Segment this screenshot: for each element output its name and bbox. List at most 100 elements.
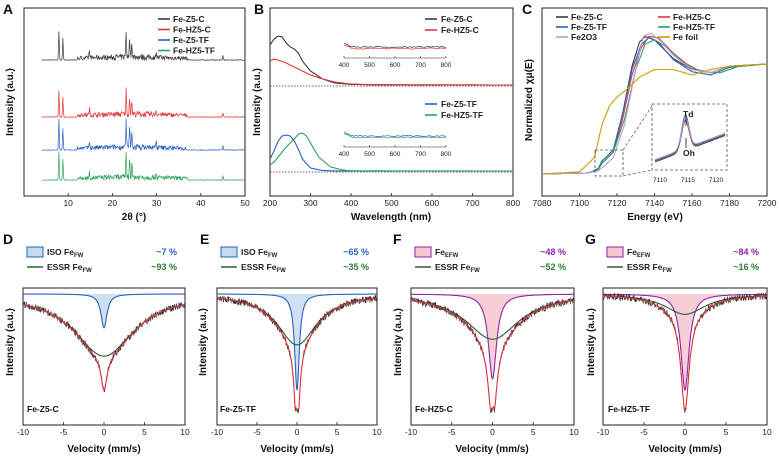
component-line: [23, 293, 185, 329]
inset-series-line: [654, 117, 726, 161]
component-line: [217, 293, 377, 391]
velocity-tick-label: 0: [102, 427, 107, 437]
y-axis-label-e: Intensity (a.u.): [198, 308, 209, 376]
legend-label: Fe2O3: [571, 32, 597, 42]
panel-label-c: C: [522, 1, 532, 17]
xrd-series-line: [41, 118, 245, 152]
panel-label-d: D: [3, 231, 13, 247]
xrd-series-line: [41, 151, 245, 182]
velocity-tick-label: 5: [142, 427, 147, 437]
uvvis-tick-label: 500: [384, 198, 398, 208]
component-fill: [411, 294, 574, 379]
percentage-label: ~16 %: [733, 262, 759, 272]
zoom-connector: [622, 169, 653, 177]
xanes-tick-label: 7200: [758, 198, 777, 208]
total-fit-line: [216, 297, 377, 410]
total-fit-line: [603, 295, 767, 410]
xrd-series-line: [41, 87, 245, 119]
component-fill: [217, 294, 377, 391]
inset-tick-label: 500: [364, 62, 375, 69]
legend-label: ESSR FeFW: [435, 262, 480, 274]
sample-label-d: Fe-Z5-C: [27, 404, 59, 414]
inset-series-line: [343, 44, 446, 50]
xrd-tick-label: 50: [240, 198, 250, 208]
legend-swatch: [220, 246, 238, 258]
legend-label: FeEFW: [627, 247, 651, 259]
inset-tick-label: 800: [441, 62, 452, 69]
panel-d-texts: D Fe-Z5-C Velocity (mm/s) Intensity (a.u…: [3, 231, 141, 455]
percentage-label: ~48 %: [540, 247, 566, 257]
legend-label: ISO FeFW: [47, 247, 84, 259]
legend-subscript: FW: [470, 268, 480, 274]
velocity-tick-label: 0: [295, 427, 300, 437]
x-ticks-b: 200 300 400 500 600 700 800: [263, 193, 520, 208]
velocity-tick-label: 0: [490, 427, 495, 437]
uvvis-series-line: [269, 35, 513, 86]
legend-label: Fe-HZ5-C: [673, 12, 711, 22]
velocity-tick-label: -5: [640, 427, 648, 437]
td-label: Td: [683, 109, 693, 119]
velocity-tick-label: -5: [60, 427, 68, 437]
legend-label: Fe-Z5-C: [571, 12, 603, 22]
panel-label-e: E: [200, 231, 209, 247]
legend-label: Fe-Z5-C: [441, 14, 473, 24]
y-axis-label-f: Intensity (a.u.): [393, 308, 404, 376]
panel-g-texts: G Fe-HZ5-TF Velocity (mm/s) Intensity (a…: [585, 231, 722, 455]
series-group-c: [541, 32, 768, 175]
uvvis-tick-label: 800: [506, 198, 520, 208]
y-axis-label-a: Intensity (a.u.): [5, 68, 16, 136]
oh-label: Oh: [683, 148, 695, 158]
panel-label-a: A: [3, 1, 13, 17]
x-axis-label-c: Energy (eV): [627, 212, 683, 223]
inset-c: Td Oh 7110 7115 7120: [594, 103, 728, 184]
x-axis-label-g: Velocity (mm/s): [648, 444, 721, 455]
inset-tick-label: 400: [339, 62, 350, 69]
inset-tick-label: 7115: [681, 177, 695, 184]
insets-b: 400 500 600 700 800 400 500 600 700 800: [339, 42, 452, 158]
series-group-a: [41, 31, 245, 182]
xanes-tick-label: 7140: [645, 198, 664, 208]
component-line: [603, 293, 767, 392]
x-ticks-g: -10 -5 0 5 10: [597, 422, 772, 437]
series-group-b: [269, 35, 513, 173]
x-ticks-a: 10 20 30 40 50: [63, 193, 250, 208]
percentage-label: ~93 %: [151, 262, 177, 272]
velocity-tick-label: 5: [335, 427, 340, 437]
percentage-label: ~84 %: [733, 247, 759, 257]
legend-subscript: FW: [662, 268, 672, 274]
percentage-label: ~65 %: [343, 247, 369, 257]
percentage-label: ~35 %: [343, 262, 369, 272]
y-axis-label-d: Intensity (a.u.): [5, 308, 16, 376]
y-axis-label-c: Normalized χμ(E): [524, 59, 535, 141]
legend-subscript: EFW: [637, 253, 651, 259]
velocity-tick-label: 10: [180, 427, 190, 437]
legend-label: FeEFW: [435, 247, 459, 259]
inset-series-line: [343, 42, 447, 49]
y-axis-label-g: Intensity (a.u.): [586, 308, 597, 376]
legend-subscript: FW: [74, 253, 84, 259]
data-trace: [602, 292, 768, 414]
sample-label-g: Fe-HZ5-TF: [608, 404, 650, 414]
inset-tick-label: 600: [390, 62, 401, 69]
x-axis-label-d: Velocity (mm/s): [67, 444, 140, 455]
component-fill: [603, 294, 767, 391]
legend-swatch: [26, 246, 44, 258]
xrd-tick-label: 10: [63, 198, 73, 208]
percentage-label: ~52 %: [540, 262, 566, 272]
inset-tick-label: 600: [390, 151, 401, 158]
xanes-series-line: [541, 63, 768, 175]
uvvis-tick-label: 600: [425, 198, 439, 208]
velocity-tick-label: -5: [253, 427, 261, 437]
legend-subscript: FW: [268, 253, 278, 259]
velocity-tick-label: -5: [448, 427, 456, 437]
uvvis-tick-label: 300: [303, 198, 317, 208]
uvvis-series-line: [269, 132, 513, 172]
legend-label: ESSR FeFW: [627, 262, 672, 274]
mossbauer-panel-e: ISO FeFW ~65 % ESSR FeFW ~35 % -10 -5 0 5 10: [211, 246, 382, 437]
legend-label: Fe-HZ5-C: [173, 25, 211, 35]
legend-label: Fe-HZ5-TF: [173, 46, 215, 56]
inset-tick-label: 7110: [653, 177, 667, 184]
